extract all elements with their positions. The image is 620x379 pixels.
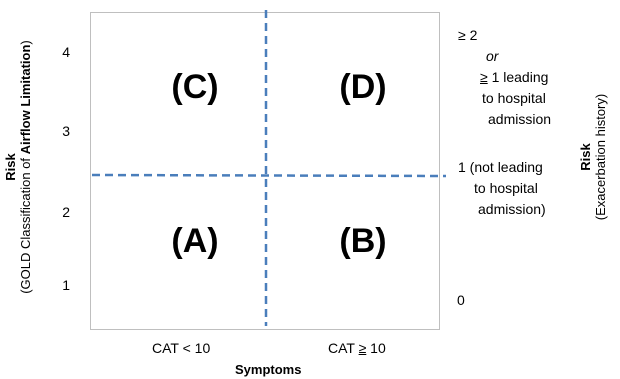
- right-top-line1: ≥ 2: [458, 27, 478, 43]
- right-mid-line1: 1 (not leading: [458, 159, 543, 175]
- x-category-high-pre: CAT: [328, 340, 359, 356]
- ge-symbol: ≥: [358, 340, 367, 356]
- quadrant-d-label: (D): [339, 68, 387, 106]
- left-tick-4: 4: [62, 44, 70, 60]
- x-category-low: CAT < 10: [152, 340, 211, 356]
- right-label-top: ≥ 2 or ≥ 1 leading to hospital admission: [440, 25, 560, 130]
- quadrant-b-label: (B): [339, 222, 387, 260]
- left-tick-2: 2: [62, 204, 70, 220]
- right-top-ge: ≥: [480, 69, 488, 85]
- x-category-high: CAT ≥ 10: [328, 340, 386, 356]
- right-axis-title-bold: Risk: [578, 143, 593, 171]
- right-top-line5: admission: [488, 111, 552, 127]
- left-tick-1: 1: [62, 277, 70, 293]
- right-top-line3-rest: 1 leading: [487, 69, 549, 85]
- right-axis-title: Risk (Exacerbation history): [578, 72, 612, 242]
- horizontal-divider: [91, 173, 447, 178]
- right-mid-line3: admission): [478, 201, 546, 217]
- quadrant-a-label: (A): [171, 222, 219, 260]
- right-label-bottom: 0: [457, 292, 465, 308]
- right-mid-line2: to hospital: [474, 180, 538, 196]
- x-axis-title: Symptoms: [235, 362, 302, 377]
- x-category-high-post: 10: [366, 340, 386, 356]
- right-label-mid: 1 (not leading to hospital admission): [440, 157, 560, 220]
- quadrant-c-label: (C): [171, 68, 219, 106]
- left-tick-3: 3: [62, 123, 70, 139]
- right-axis-subtitle: (Exacerbation history): [593, 93, 608, 221]
- right-top-line3: ≥ 1 leading: [440, 67, 560, 88]
- right-top-line4: to hospital: [482, 90, 546, 106]
- right-top-line2: or: [486, 48, 499, 64]
